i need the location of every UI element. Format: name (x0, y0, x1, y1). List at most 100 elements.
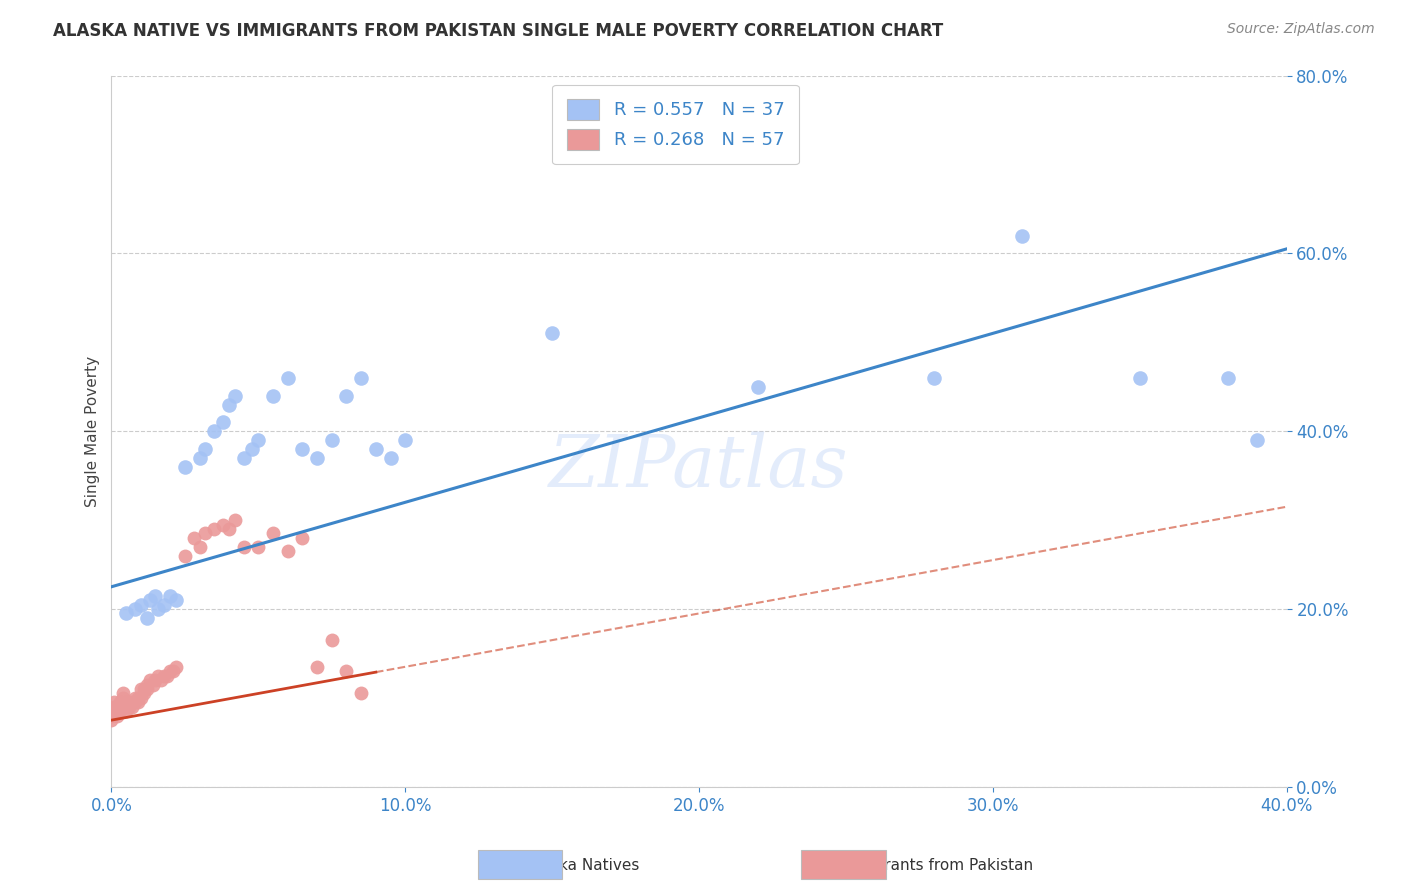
Point (115, 695, 138, 709)
Point (118, 699, 141, 714)
Point (321, 633, 343, 648)
Point (262, 526, 284, 541)
Point (194, 442, 217, 456)
Point (138, 673, 160, 687)
Point (541, 326, 564, 341)
Point (277, 371, 299, 385)
Point (1216, 371, 1239, 385)
Point (138, 593, 160, 607)
Point (127, 690, 149, 705)
Point (110, 704, 132, 718)
Point (183, 531, 205, 545)
Point (212, 517, 235, 532)
Point (121, 695, 143, 709)
Point (112, 686, 135, 700)
Point (135, 611, 157, 625)
Point (307, 660, 329, 674)
Point (110, 699, 132, 714)
Text: Source: ZipAtlas.com: Source: ZipAtlas.com (1227, 22, 1375, 37)
Point (129, 598, 152, 612)
Point (110, 695, 132, 709)
Point (247, 433, 270, 447)
Point (364, 442, 387, 456)
Point (100, 708, 122, 723)
Point (224, 513, 246, 527)
Point (124, 695, 146, 709)
Point (188, 450, 211, 465)
Point (129, 690, 152, 705)
Point (148, 669, 170, 683)
Point (135, 681, 157, 696)
Point (100, 713, 122, 727)
Point (232, 540, 254, 554)
Point (145, 673, 167, 687)
Point (129, 681, 152, 696)
Point (202, 424, 225, 438)
Point (124, 690, 146, 705)
Point (335, 665, 357, 679)
Point (103, 704, 125, 718)
Text: ZIPatlas: ZIPatlas (550, 432, 849, 502)
Point (132, 686, 155, 700)
Point (141, 677, 163, 691)
Point (118, 695, 141, 709)
Point (188, 540, 211, 554)
Point (291, 442, 314, 456)
Legend: R = 0.557   N = 37, R = 0.268   N = 57: R = 0.557 N = 37, R = 0.268 N = 57 (553, 85, 799, 164)
Point (135, 677, 157, 691)
Point (105, 704, 128, 718)
Text: Immigrants from Pakistan: Immigrants from Pakistan (837, 858, 1033, 872)
Point (165, 593, 187, 607)
Point (1011, 228, 1033, 243)
Text: Alaska Natives: Alaska Natives (527, 858, 640, 872)
Point (380, 450, 402, 465)
Point (115, 704, 138, 718)
Point (162, 665, 184, 679)
Point (747, 380, 769, 394)
Point (105, 699, 128, 714)
Point (1246, 433, 1268, 447)
Point (224, 389, 246, 403)
Point (277, 544, 299, 558)
Point (350, 371, 373, 385)
Point (159, 665, 181, 679)
Point (232, 450, 254, 465)
Point (105, 708, 128, 723)
Point (321, 433, 343, 447)
Point (124, 602, 146, 616)
Point (242, 442, 264, 456)
Point (218, 522, 240, 536)
Text: ALASKA NATIVE VS IMMIGRANTS FROM PAKISTAN SINGLE MALE POVERTY CORRELATION CHART: ALASKA NATIVE VS IMMIGRANTS FROM PAKISTA… (53, 22, 943, 40)
Point (173, 459, 195, 474)
Point (112, 690, 135, 705)
Point (218, 397, 240, 411)
Point (307, 450, 329, 465)
Y-axis label: Single Male Poverty: Single Male Poverty (86, 356, 100, 507)
Point (291, 531, 314, 545)
Point (922, 371, 945, 385)
Point (132, 681, 155, 696)
Point (156, 669, 179, 683)
Point (150, 673, 173, 687)
Point (262, 389, 284, 403)
Point (202, 522, 225, 536)
Point (153, 598, 176, 612)
Point (212, 415, 235, 429)
Point (115, 699, 138, 714)
Point (173, 549, 195, 563)
Point (103, 699, 125, 714)
Point (247, 540, 270, 554)
Point (103, 695, 125, 709)
Point (335, 389, 357, 403)
Point (159, 589, 181, 603)
Point (148, 602, 170, 616)
Point (394, 433, 416, 447)
Point (1129, 371, 1152, 385)
Point (121, 699, 143, 714)
Point (153, 669, 176, 683)
Point (145, 589, 167, 603)
Point (194, 526, 217, 541)
Point (350, 686, 373, 700)
Point (165, 660, 187, 674)
Point (115, 607, 138, 621)
